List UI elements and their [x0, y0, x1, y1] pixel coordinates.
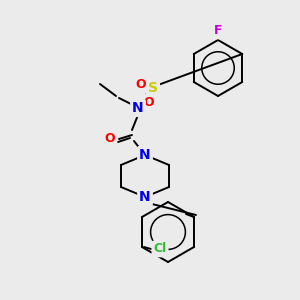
Text: O: O [144, 95, 154, 109]
Text: S: S [148, 81, 158, 95]
Text: O: O [136, 79, 146, 92]
Text: N: N [139, 148, 151, 162]
Text: Cl: Cl [153, 242, 167, 256]
Text: O: O [105, 131, 115, 145]
Text: N: N [132, 101, 144, 115]
Text: F: F [214, 25, 222, 38]
Text: N: N [139, 190, 151, 204]
